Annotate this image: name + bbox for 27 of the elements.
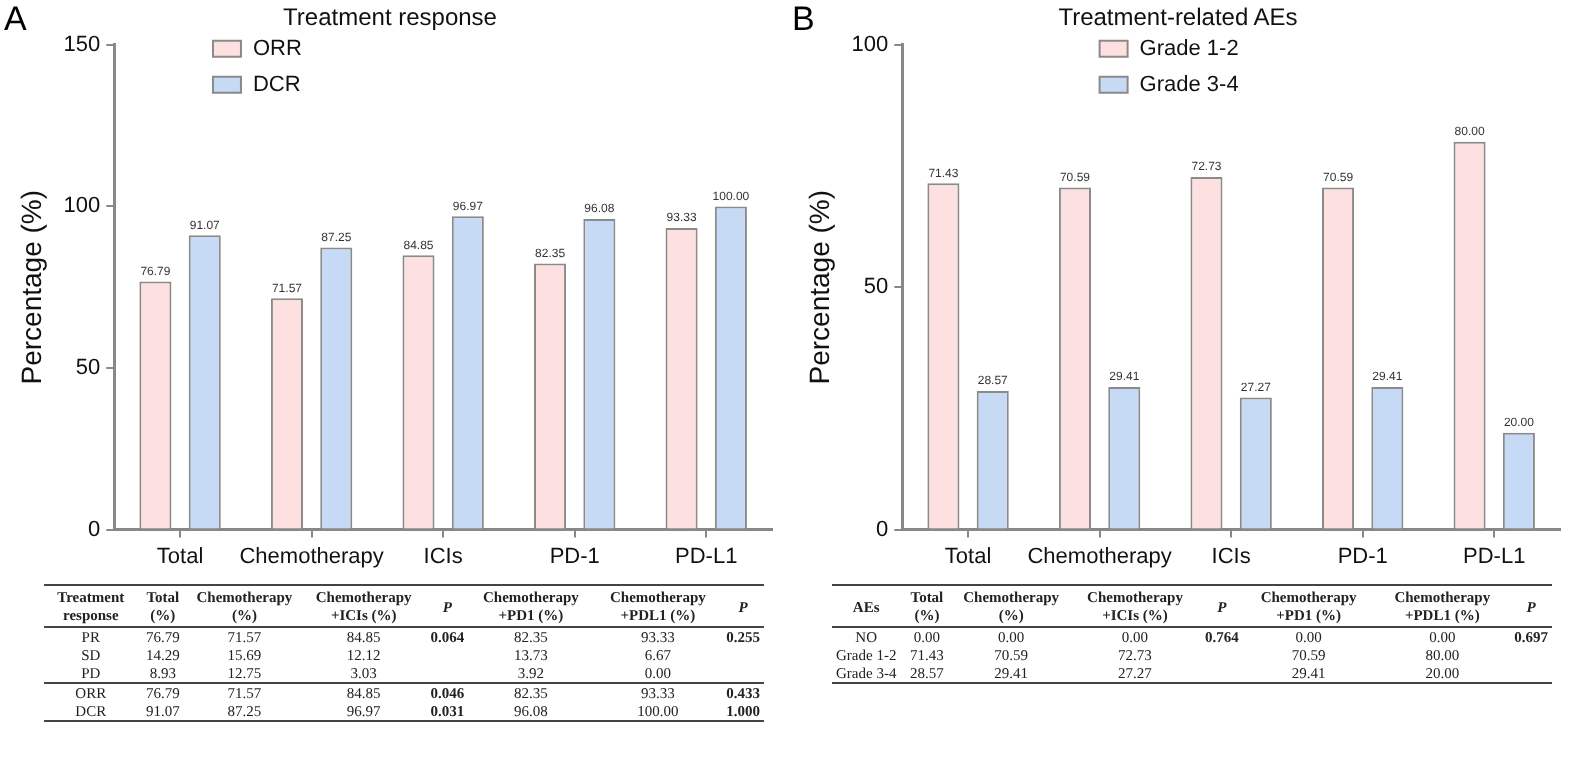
legend-label: Grade 1-2 [1139,36,1239,61]
x-tick-label: PD-L1 [1463,544,1526,569]
y-tick-label: 0 [88,517,101,542]
chart-title: Treatment response [283,3,498,32]
y-axis-title: Percentage (%) [14,189,47,385]
x-tick-label: ICIs [423,544,464,569]
x-tick-label: Chemotherapy [239,544,385,569]
y-tick-label: 100 [851,32,889,57]
legend-label: DCR [252,72,301,97]
legend-label: ORR [252,36,302,61]
x-tick-label: PD-L1 [675,544,738,569]
y-tick-label: 0 [876,517,889,542]
y-tick-label: 50 [863,275,889,300]
y-tick-label: 50 [75,356,101,381]
x-tick-label: PD-1 [1337,544,1388,569]
x-tick-label: Total [156,544,204,569]
x-tick-label: Total [944,544,992,569]
legend-label: Grade 3-4 [1139,72,1239,97]
y-axis-title: Percentage (%) [802,189,835,385]
x-tick-label: PD-1 [549,544,600,569]
y-tick-label: 100 [63,194,101,219]
text: A [4,0,27,40]
chart-title: Treatment-related AEs [1058,3,1298,32]
y-tick-label: 150 [63,32,101,57]
x-tick-label: ICIs [1211,544,1252,569]
x-tick-label: Chemotherapy [1027,544,1173,569]
text: B [792,0,815,40]
